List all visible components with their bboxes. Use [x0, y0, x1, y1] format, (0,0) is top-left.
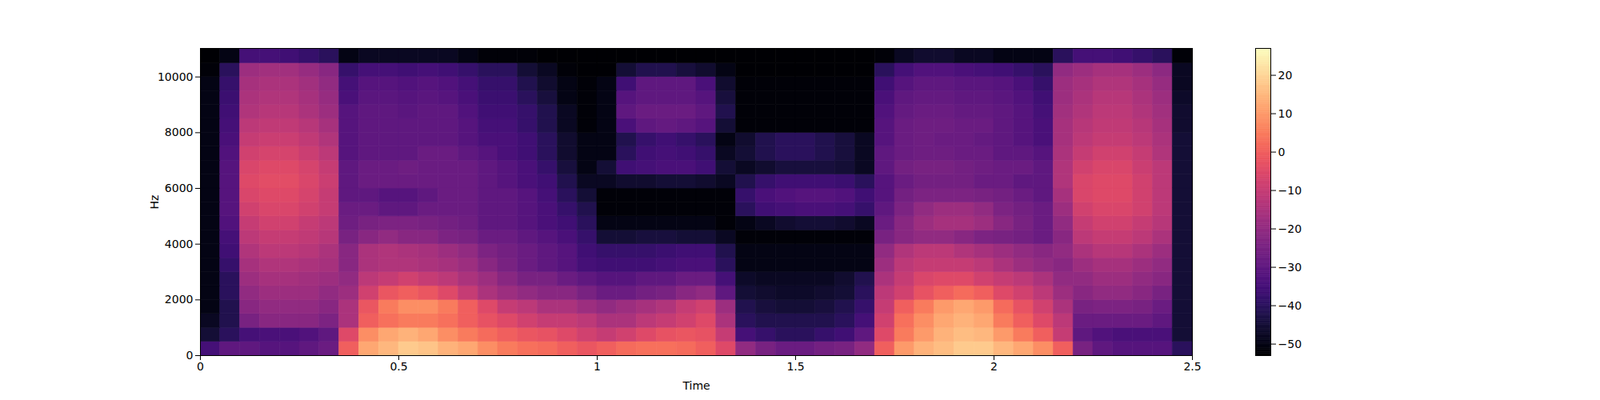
svg-text:10: 10 — [1278, 107, 1293, 120]
svg-text:20: 20 — [1278, 68, 1293, 82]
svg-text:Hz: Hz — [148, 195, 161, 210]
svg-text:2: 2 — [990, 360, 998, 373]
svg-text:−50: −50 — [1278, 337, 1303, 351]
svg-text:0: 0 — [1278, 145, 1286, 159]
svg-text:1.5: 1.5 — [786, 360, 804, 373]
svg-text:0.5: 0.5 — [389, 360, 408, 373]
svg-text:4000: 4000 — [164, 237, 194, 251]
svg-text:6000: 6000 — [164, 181, 194, 195]
svg-text:2000: 2000 — [164, 292, 194, 306]
svg-text:2.5: 2.5 — [1183, 360, 1201, 373]
svg-text:Time: Time — [681, 379, 710, 392]
svg-text:8000: 8000 — [164, 125, 194, 139]
svg-text:1: 1 — [593, 360, 601, 373]
svg-text:0: 0 — [186, 348, 194, 362]
svg-text:10000: 10000 — [157, 70, 194, 84]
svg-text:−10: −10 — [1278, 184, 1303, 197]
svg-text:0: 0 — [196, 360, 204, 373]
svg-text:−40: −40 — [1278, 299, 1303, 312]
svg-text:−20: −20 — [1278, 222, 1303, 236]
svg-text:−30: −30 — [1278, 260, 1303, 274]
